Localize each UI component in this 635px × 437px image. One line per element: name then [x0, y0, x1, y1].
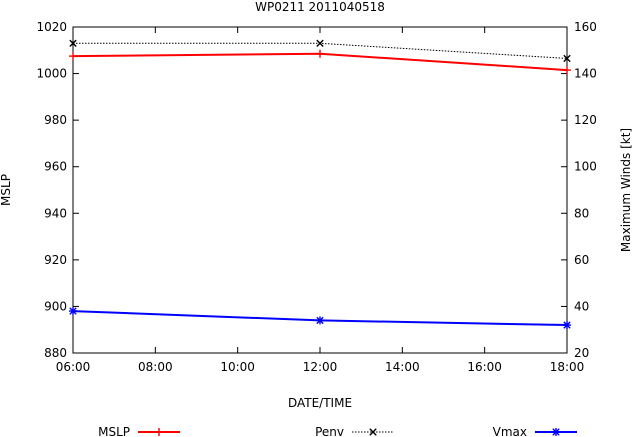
- x-tick-label: 06:00: [56, 360, 91, 374]
- data-point-penv: [69, 39, 77, 47]
- left-tick-label: 920: [44, 253, 67, 267]
- legend-label: Vmax: [493, 425, 527, 437]
- x-tick-label: 18:00: [550, 360, 585, 374]
- right-tick-label: 40: [574, 299, 589, 313]
- legend-marker: [369, 428, 377, 436]
- data-point-vmax: [316, 316, 324, 325]
- data-point-penv: [316, 39, 324, 47]
- left-tick-label: 1000: [36, 67, 67, 81]
- left-tick-label: 980: [44, 113, 67, 127]
- legend-item-mslp: MSLP: [98, 425, 180, 437]
- legend-item-vmax: Vmax: [493, 425, 577, 437]
- data-point-mslp: [563, 66, 571, 75]
- x-tick-label: 16:00: [467, 360, 502, 374]
- y-axis-label-left: MSLP: [0, 174, 13, 206]
- data-point-vmax: [69, 307, 77, 316]
- right-tick-label: 140: [574, 67, 597, 81]
- left-tick-label: 900: [44, 299, 67, 313]
- left-tick-label: 880: [44, 346, 67, 360]
- right-tick-label: 20: [574, 346, 589, 360]
- x-tick-label: 12:00: [303, 360, 338, 374]
- data-point-mslp: [316, 49, 324, 58]
- right-tick-label: 80: [574, 206, 589, 220]
- right-axis: 20 40 60 80 100 120 140 160: [561, 20, 597, 360]
- series-vmax: [69, 307, 571, 330]
- legend-marker: [552, 428, 560, 436]
- right-tick-label: 60: [574, 253, 589, 267]
- data-point-penv: [563, 54, 571, 63]
- x-axis: 06:00 08:00 10:00 12:00 14:00 16:00 18:00: [56, 27, 585, 374]
- series-penv: [69, 39, 571, 63]
- left-tick-label: 1020: [36, 20, 67, 34]
- legend-item-penv: Penv: [315, 425, 394, 437]
- legend-marker: [155, 428, 163, 436]
- x-axis-label: DATE/TIME: [288, 396, 352, 410]
- legend-label: Penv: [315, 425, 344, 437]
- right-tick-label: 100: [574, 160, 597, 174]
- plot-area-border: [72, 26, 568, 354]
- x-tick-label: 08:00: [138, 360, 173, 374]
- y-axis-label-right: Maximum Winds [kt]: [619, 128, 633, 252]
- chart-title: WP0211 2011040518: [255, 0, 385, 14]
- right-tick-label: 120: [574, 113, 597, 127]
- x-tick-label: 14:00: [385, 360, 420, 374]
- legend-label: MSLP: [98, 425, 130, 437]
- legend: MSLP Penv Vmax: [98, 425, 577, 437]
- right-tick-label: 160: [574, 20, 597, 34]
- data-point-mslp: [69, 52, 77, 61]
- left-tick-label: 940: [44, 206, 67, 220]
- series-mslp: [69, 49, 571, 75]
- series-layer: [69, 39, 571, 330]
- x-tick-label: 10:00: [220, 360, 255, 374]
- left-tick-label: 960: [44, 160, 67, 174]
- data-point-vmax: [563, 321, 571, 330]
- left-axis: 880 900 920 940 960 980 1000 1020: [36, 20, 79, 360]
